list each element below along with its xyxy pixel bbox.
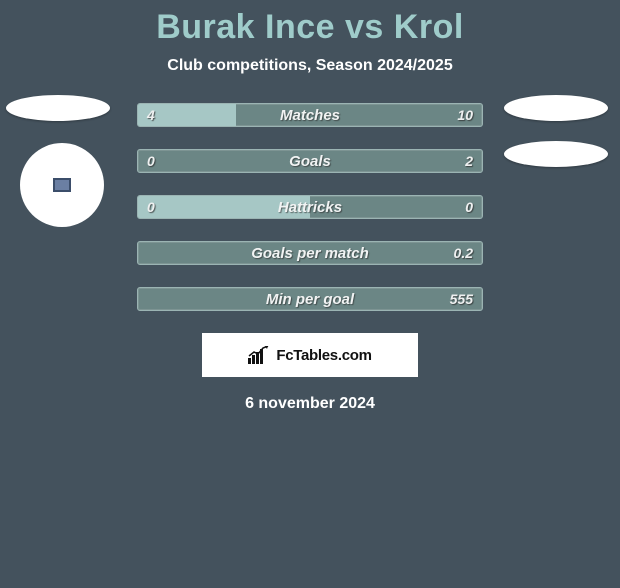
stat-row: 0 2Goals [137, 149, 483, 173]
stat-label: Goals [138, 150, 482, 172]
brand-text: FcTables.com [276, 347, 371, 364]
stat-row: 00Hattricks [137, 195, 483, 219]
right-player-column [504, 95, 614, 167]
club-badge-placeholder-icon [53, 178, 71, 192]
stat-value-right: 0 [465, 196, 473, 218]
brand-box: FcTables.com [202, 333, 418, 377]
club-badge-right [504, 141, 608, 167]
stat-row: 410Matches [137, 103, 483, 127]
stat-value-left: 4 [147, 104, 155, 126]
left-player-column [6, 95, 116, 227]
stat-fill [138, 196, 310, 218]
stat-value-right: 2 [465, 150, 473, 172]
avatar-left [6, 95, 110, 121]
date-text: 6 november 2024 [0, 395, 620, 413]
subtitle: Club competitions, Season 2024/2025 [0, 57, 620, 75]
club-badge-left [20, 143, 104, 227]
stat-value-right: 10 [457, 104, 473, 126]
stat-row: 555Min per goal [137, 287, 483, 311]
stats-list: 410Matches02Goals00Hattricks0.2Goals per… [137, 103, 483, 311]
stat-label: Min per goal [138, 288, 482, 310]
stat-value-right: 555 [450, 288, 473, 310]
stat-label: Goals per match [138, 242, 482, 264]
comparison-area: 410Matches02Goals00Hattricks0.2Goals per… [0, 103, 620, 413]
stat-value-right: 0.2 [454, 242, 473, 264]
avatar-right [504, 95, 608, 121]
page-title: Burak Ince vs Krol [0, 8, 620, 47]
stat-value-left: 0 [147, 150, 155, 172]
brand-chart-icon [248, 346, 270, 364]
stat-row: 0.2Goals per match [137, 241, 483, 265]
stat-value-left: 0 [147, 196, 155, 218]
